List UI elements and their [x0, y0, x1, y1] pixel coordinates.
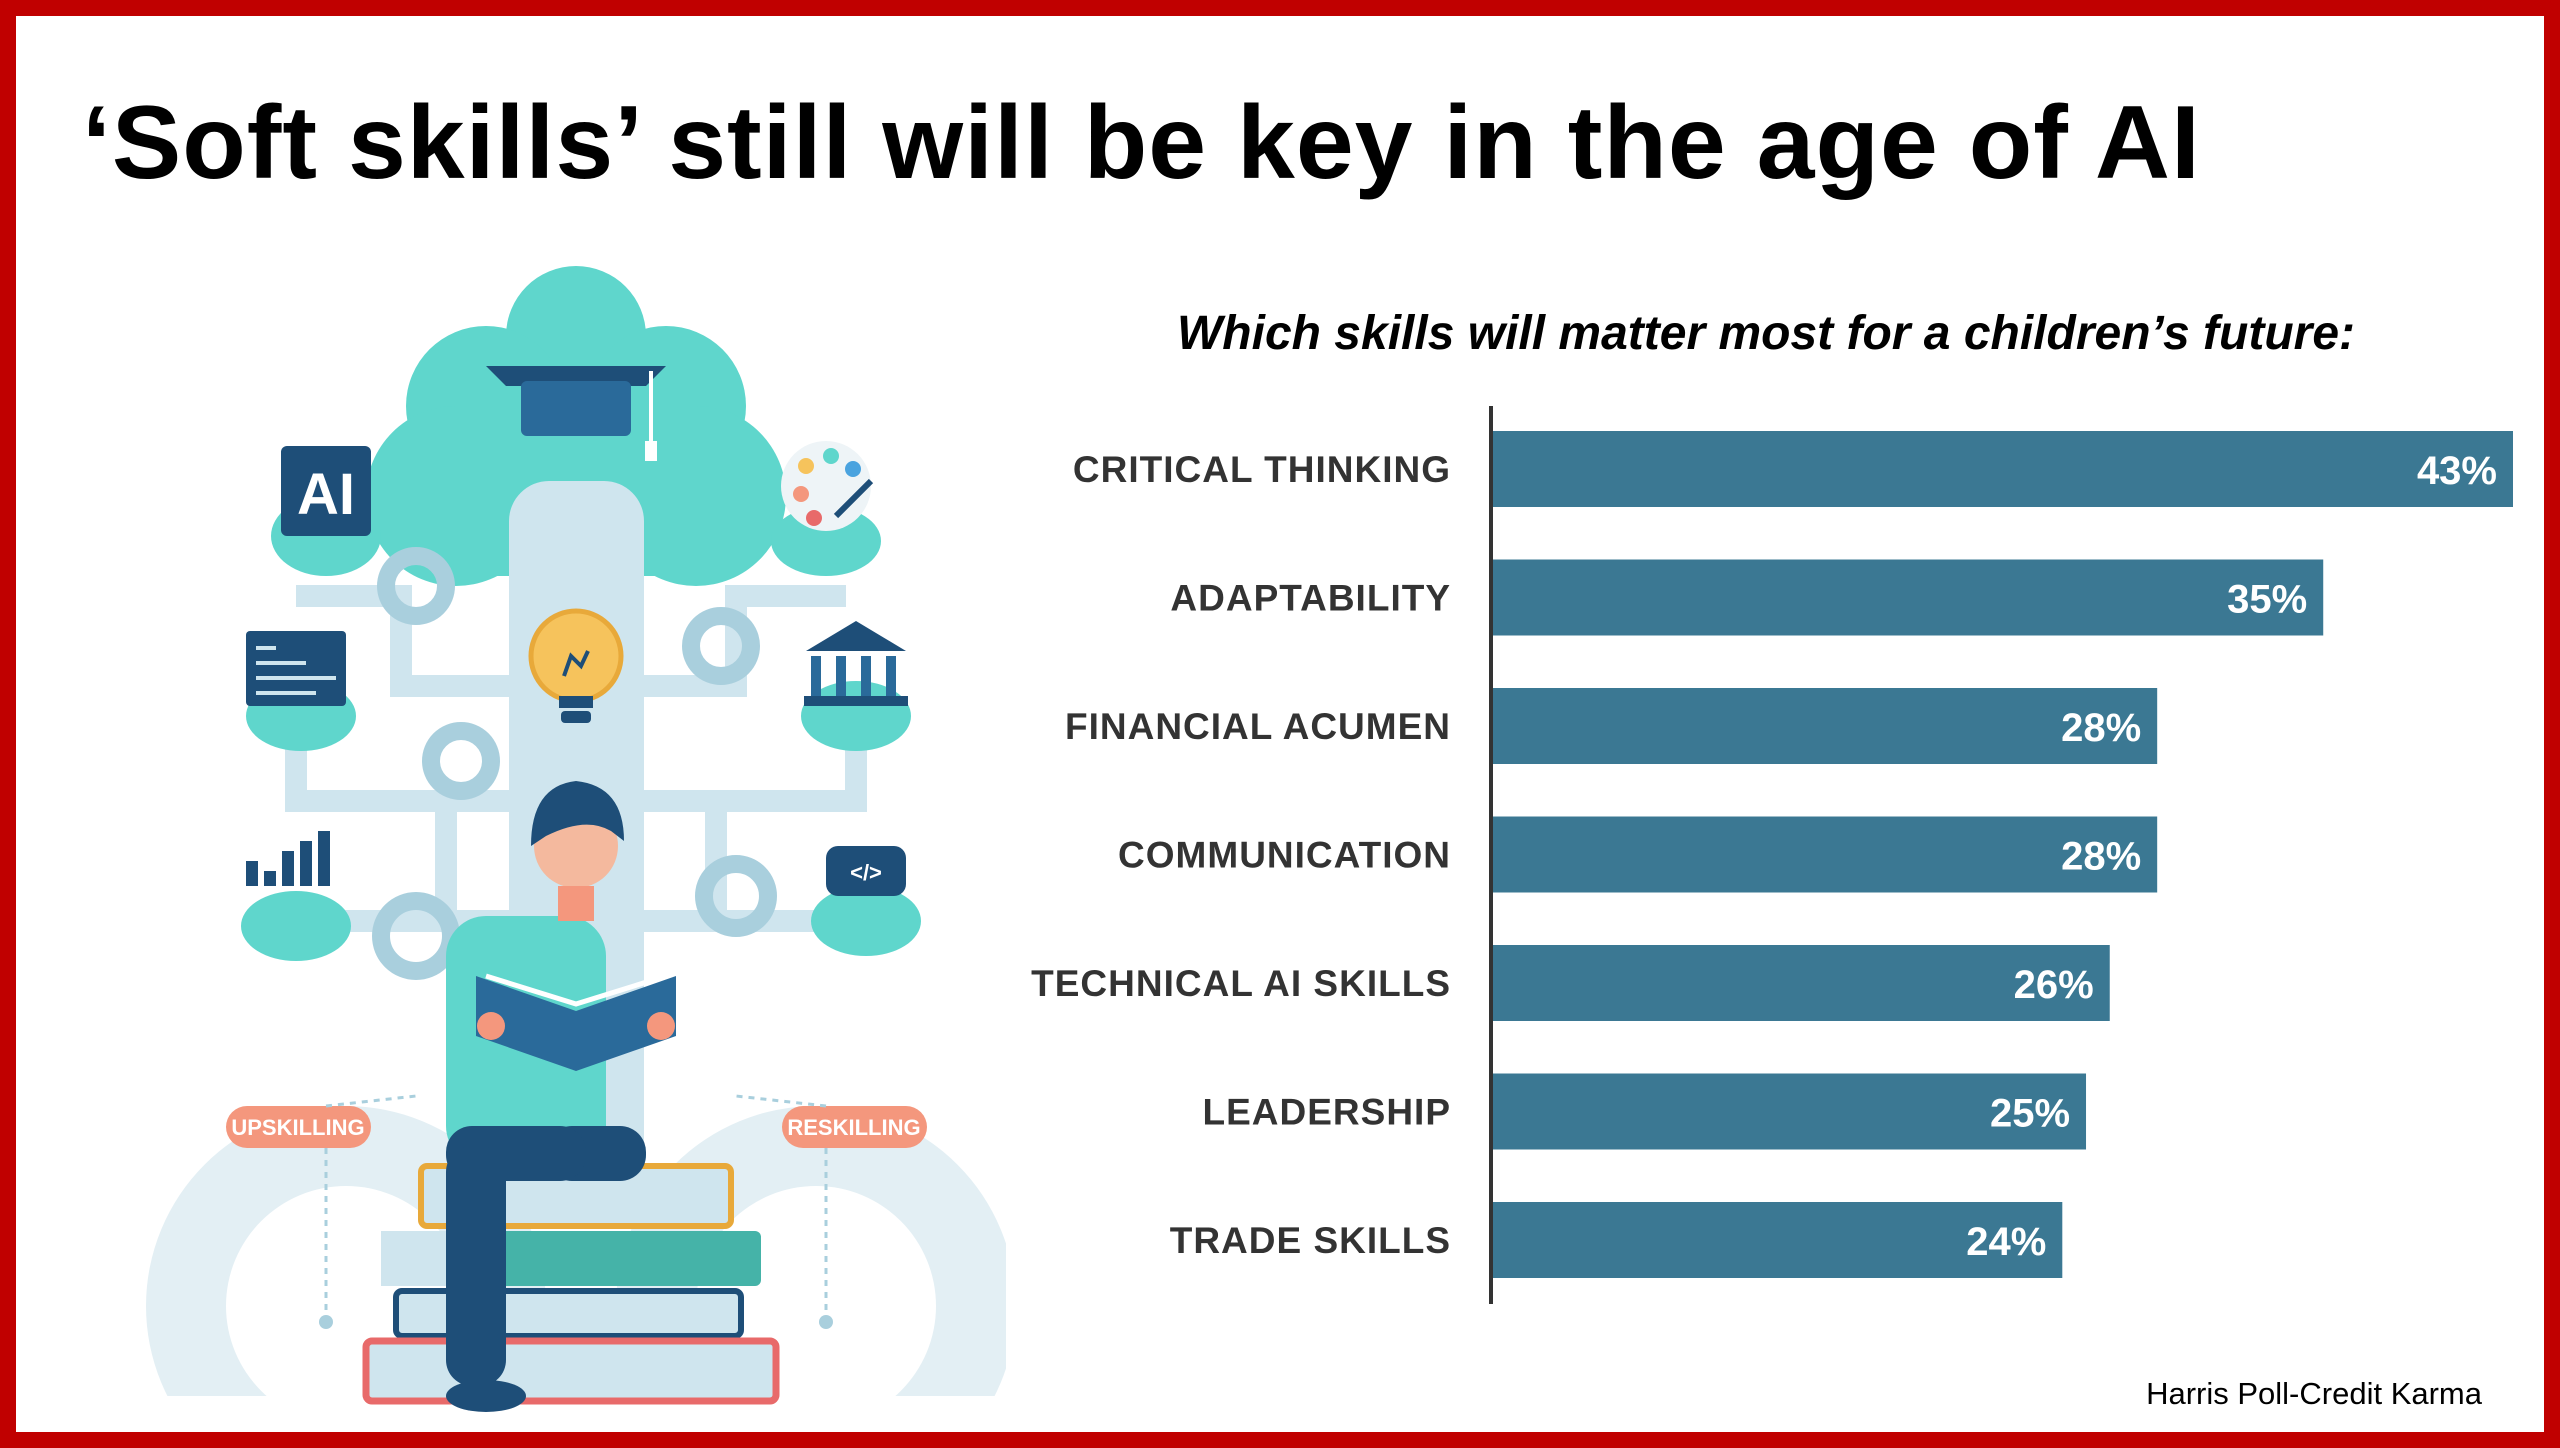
svg-text:UPSKILLING: UPSKILLING: [231, 1115, 364, 1140]
chart-title: Which skills will matter most for a chil…: [1176, 307, 2355, 360]
bar: [1493, 1202, 2063, 1278]
bank-building-icon: [801, 621, 911, 751]
code-window-icon: [246, 631, 356, 751]
svg-text:RESKILLING: RESKILLING: [787, 1115, 920, 1140]
bar: [1493, 816, 2158, 893]
category-label: COMMUNICATION: [1118, 835, 1451, 876]
category-label: ADAPTABILITY: [1170, 578, 1451, 619]
bar-chart: CRITICAL THINKING 43% ADAPTABILITY 35% FINAN…: [1031, 406, 2513, 1304]
svg-text:AI: AI: [297, 462, 355, 527]
gear-icon: [372, 547, 777, 980]
category-label: LEADERSHIP: [1203, 1092, 1451, 1133]
headline: ‘Soft skills’ still will be key in the a…: [82, 85, 2201, 201]
bar: [1493, 559, 2324, 636]
source-credit: Harris Poll-Credit Karma: [2146, 1376, 2482, 1411]
upskilling-tag: UPSKILLING: [226, 1094, 417, 1329]
value-label: 25%: [1990, 1092, 2070, 1136]
value-label: 28%: [2061, 706, 2141, 750]
open-book-icon: [476, 973, 676, 1071]
education-illustration: AI: [146, 266, 1006, 1426]
bar: [1493, 688, 2158, 764]
value-label: 28%: [2061, 835, 2141, 879]
bar-chart-icon: [241, 831, 351, 961]
bar: [1493, 1073, 2087, 1150]
paint-palette-icon: [771, 441, 881, 576]
bar: [1493, 945, 2110, 1021]
category-label: FINANCIAL ACUMEN: [1065, 706, 1451, 747]
code-tag-icon: </>: [811, 846, 921, 956]
category-label: TRADE SKILLS: [1170, 1220, 1451, 1261]
value-label: 35%: [2227, 578, 2307, 622]
graduation-cap-icon: [486, 366, 666, 461]
bar: [1493, 431, 2513, 507]
value-label: 24%: [1966, 1220, 2046, 1264]
value-label: 43%: [2417, 449, 2497, 493]
category-label: CRITICAL THINKING: [1073, 449, 1451, 490]
reading-person: [446, 781, 676, 1412]
light-bulb-icon: [528, 608, 624, 723]
book-stack: [362, 1163, 780, 1405]
category-label: TECHNICAL AI SKILLS: [1031, 963, 1451, 1004]
ai-chip-icon: AI: [271, 446, 381, 576]
svg-text:</>: </>: [850, 860, 882, 885]
reskilling-tag: RESKILLING: [735, 1094, 927, 1329]
value-label: 26%: [2014, 963, 2094, 1007]
